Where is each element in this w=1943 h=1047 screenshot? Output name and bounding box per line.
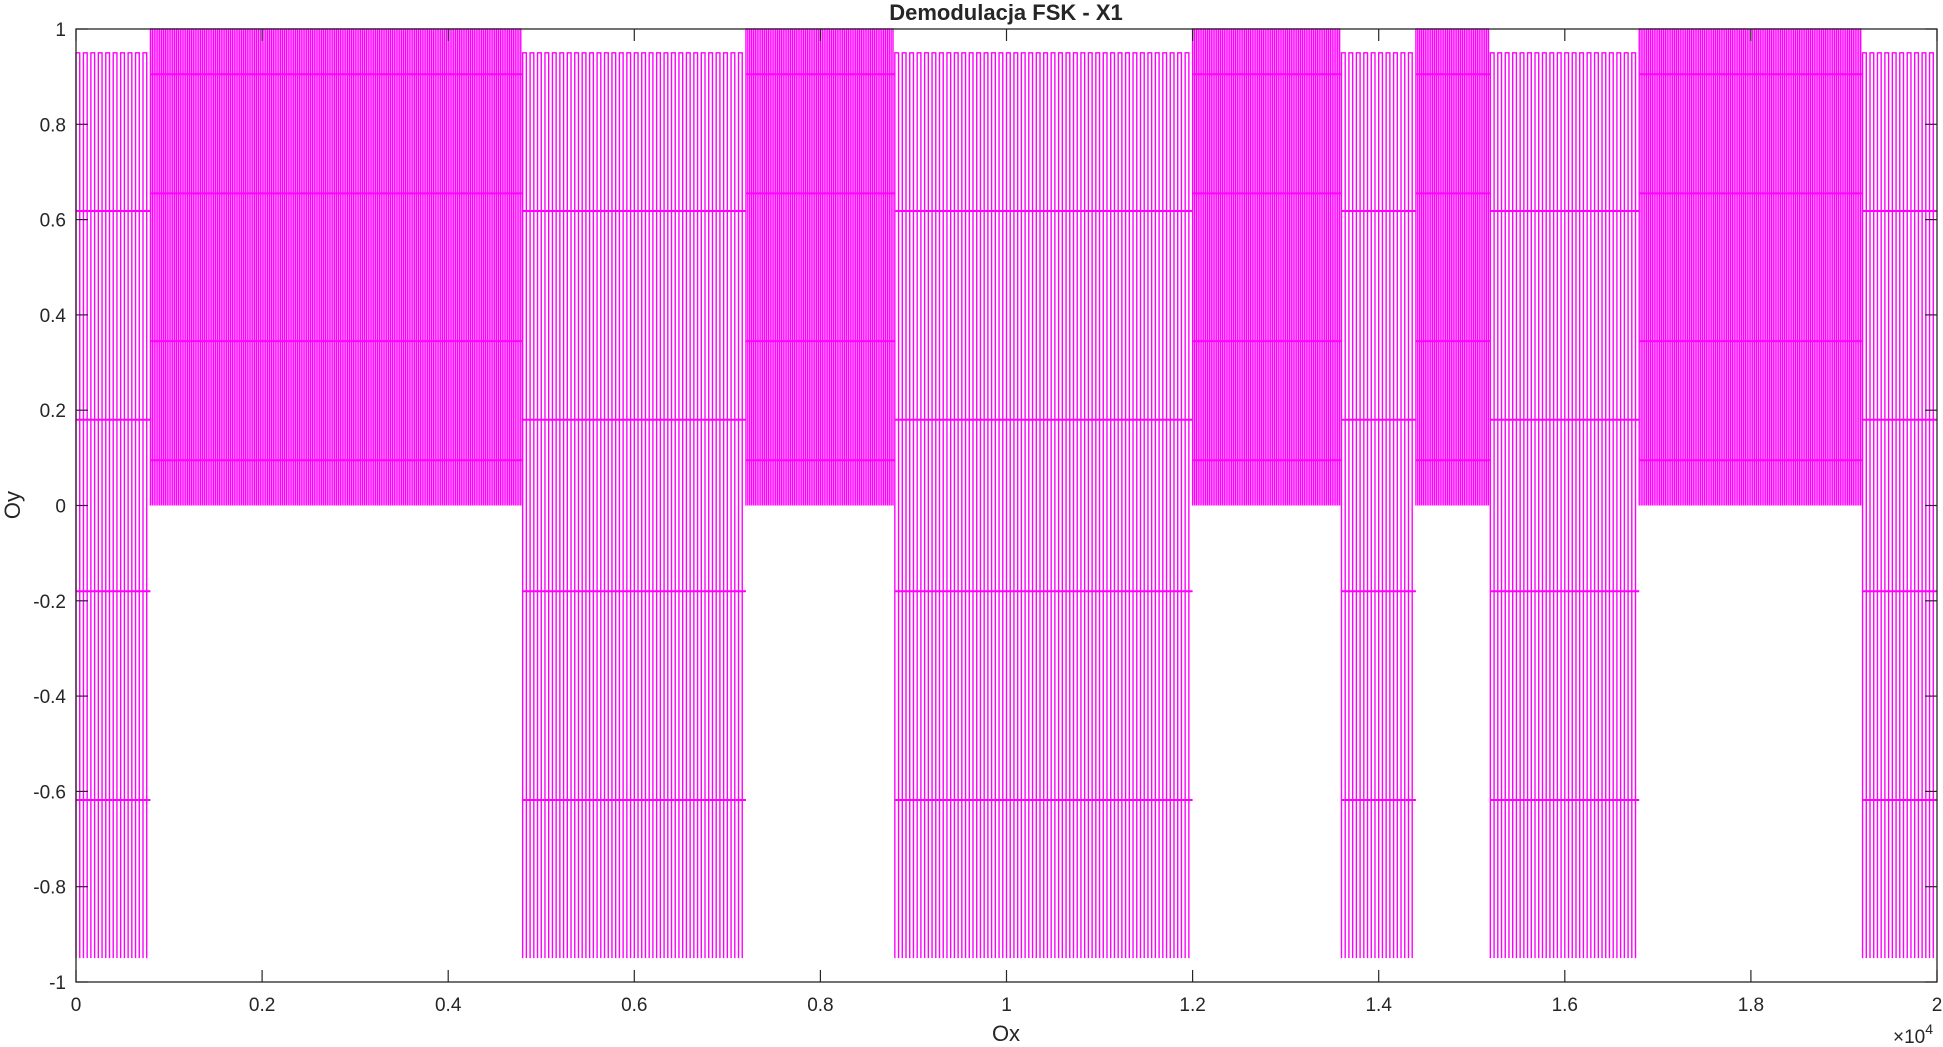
signal-carrier-0: [75, 52, 148, 959]
signal-carrier-2: [521, 52, 743, 959]
x-axis-label: Ox: [992, 1021, 1020, 1046]
signal-carrier-4: [894, 52, 1190, 959]
y-tick-label: 0.6: [40, 211, 66, 232]
signal-segment-8: [1489, 52, 1640, 959]
signal-carrier-10: [1861, 52, 1934, 959]
x-exponent-power: 4: [1925, 1021, 1933, 1037]
signal-segment-4: [894, 52, 1193, 959]
y-tick-label: 0.8: [40, 115, 66, 136]
y-tick-label: 0.2: [40, 401, 66, 422]
x-ticks: 0 0.2 0.4 0.6 0.8 1 1.2 1.4 1.6 1.8 2: [71, 29, 1943, 1016]
x-tick-label: 1.4: [1365, 995, 1392, 1016]
x-tick-label: 0.8: [807, 995, 833, 1016]
signal-carrier-6: [1340, 52, 1413, 959]
signal-segment-3: [745, 28, 895, 506]
y-tick-label: 1: [55, 20, 66, 41]
y-tick-label: -0.4: [33, 687, 66, 708]
y-tick-label: -0.6: [33, 782, 66, 803]
signal-segment-10: [1861, 52, 1937, 959]
x-tick-label: 0.2: [249, 995, 275, 1016]
x-exponent-label: ×104: [1893, 1021, 1933, 1047]
x-exponent-base: ×10: [1893, 1027, 1925, 1047]
signal-carrier-8: [1489, 52, 1637, 959]
y-tick-label: -0.2: [33, 592, 66, 613]
y-tick-label: 0.4: [40, 306, 67, 327]
x-tick-label: 1.2: [1179, 995, 1205, 1016]
y-tick-label: -0.8: [33, 878, 66, 899]
x-tick-label: 0: [71, 995, 82, 1016]
y-tick-label: 0: [55, 497, 66, 518]
x-tick-label: 2: [1932, 995, 1943, 1016]
chart-title: Demodulacja FSK - X1: [889, 0, 1123, 25]
x-tick-label: 1.6: [1552, 995, 1578, 1016]
signal-segment-5: [1191, 28, 1342, 506]
plot-area: 0 0.2 0.4 0.6 0.8 1 1.2 1.4 1.6 1.8 2 -1 -0.8 -0.6 -0…: [33, 20, 1942, 1016]
signal-segment-1: [149, 28, 523, 506]
signal-segment-0: [75, 52, 151, 959]
x-tick-label: 1.8: [1738, 995, 1764, 1016]
y-axis-label: Oy: [0, 491, 25, 519]
x-tick-label: 0.6: [621, 995, 647, 1016]
signal-segment-2: [521, 52, 746, 959]
signal-segment-6: [1340, 52, 1416, 959]
signal-segment-9: [1638, 28, 1863, 506]
y-ticks: -1 -0.8 -0.6 -0.4 -0.2 0 0.2 0.4 0.6 0.8 1: [33, 20, 1937, 994]
signal-segment-7: [1415, 28, 1491, 506]
y-tick-label: -1: [49, 973, 66, 994]
x-tick-label: 1: [1001, 995, 1012, 1016]
x-tick-label: 0.4: [435, 995, 462, 1016]
